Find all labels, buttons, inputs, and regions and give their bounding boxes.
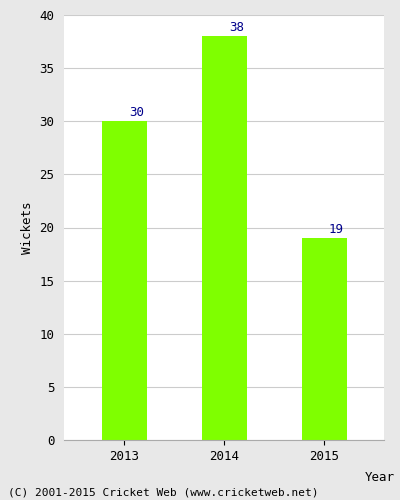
Bar [202, 36, 246, 440]
Bar [302, 238, 346, 440]
Y-axis label: Wickets: Wickets [21, 201, 34, 254]
Text: 30: 30 [129, 106, 144, 119]
Text: 19: 19 [329, 223, 344, 236]
Text: 38: 38 [229, 21, 244, 34]
Bar [102, 121, 146, 440]
Text: (C) 2001-2015 Cricket Web (www.cricketweb.net): (C) 2001-2015 Cricket Web (www.cricketwe… [8, 488, 318, 498]
Text: Year: Year [365, 470, 395, 484]
